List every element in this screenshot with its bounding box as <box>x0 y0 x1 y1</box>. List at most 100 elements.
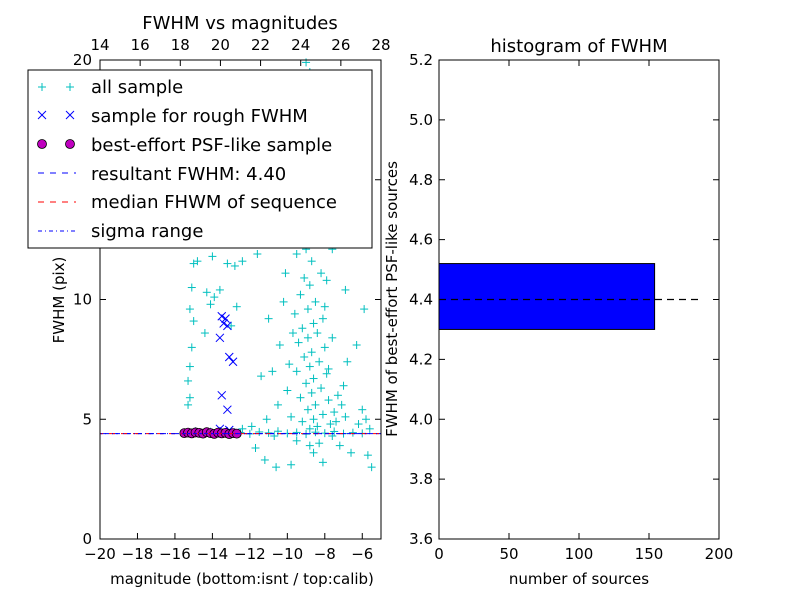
left-chart-title: FWHM vs magnitudes <box>142 13 337 34</box>
data-point-all-sample <box>303 305 312 314</box>
data-point-all-sample <box>300 273 309 282</box>
y-tick-label: 5.2 <box>409 51 433 69</box>
data-point-all-sample <box>185 305 194 314</box>
data-point-all-sample <box>288 329 297 338</box>
data-point-all-sample <box>292 249 301 258</box>
data-point-all-sample <box>189 317 198 326</box>
top-x-tick-label: 18 <box>171 36 190 54</box>
data-point-all-sample <box>309 319 318 328</box>
data-point-all-sample <box>317 269 326 278</box>
data-point-all-sample <box>270 432 279 441</box>
x-marker-b <box>217 311 227 321</box>
data-point-rough-fwhm <box>219 319 228 328</box>
data-point-all-sample <box>358 405 367 414</box>
data-point-all-sample <box>227 321 236 330</box>
legend-entry-sigma-range: sigma range <box>38 221 203 242</box>
y-tick-label: 20 <box>73 51 92 69</box>
data-point-all-sample <box>283 386 292 395</box>
data-point-all-sample <box>328 333 337 342</box>
data-point-all-sample <box>251 443 260 452</box>
data-point-all-sample <box>318 410 327 419</box>
data-point-all-sample <box>330 427 339 436</box>
data-point-all-sample <box>200 329 209 338</box>
x-tick-label: −12 <box>234 545 266 563</box>
data-point-all-sample <box>275 341 284 350</box>
y-tick-label: 4.2 <box>409 350 433 368</box>
data-point-all-sample <box>307 388 316 397</box>
y-tick-label: 4.0 <box>409 410 433 428</box>
data-point-all-sample <box>348 428 357 437</box>
y-tick-label: 10 <box>73 291 92 309</box>
data-point-all-sample <box>320 302 329 311</box>
data-point-all-sample <box>296 393 305 402</box>
data-point-all-sample <box>322 276 331 285</box>
right-y-axis-label: FWHM of best-effort PSF-like sources <box>383 161 401 437</box>
legend-label-all-sample: all sample <box>91 77 183 98</box>
y-tick-label: 5 <box>82 410 92 428</box>
data-point-all-sample <box>300 352 309 361</box>
data-point-all-sample <box>264 314 273 323</box>
data-point-all-sample <box>298 417 307 426</box>
data-point-all-sample <box>184 376 193 385</box>
data-point-all-sample <box>247 422 256 431</box>
data-point-all-sample <box>363 451 372 460</box>
data-point-all-sample <box>305 281 314 290</box>
data-point-all-sample <box>292 367 301 376</box>
data-point-all-sample <box>238 257 247 266</box>
y-tick-label: 3.6 <box>409 530 433 548</box>
data-point-all-sample <box>272 463 281 472</box>
data-point-all-sample <box>279 297 288 306</box>
top-x-tick-label: 28 <box>371 36 390 54</box>
y-tick-label: 4.6 <box>409 231 433 249</box>
data-point-all-sample <box>352 341 361 350</box>
data-point-all-sample <box>232 302 241 311</box>
legend-label-resultant-fwhm: resultant FWHM: 4.40 <box>91 164 286 185</box>
fwhm-histogram-panel: histogram of FWHM 0 50 100 150 200 3.6 3.8 4.0… <box>383 36 733 588</box>
data-point-all-sample <box>367 463 376 472</box>
data-point-all-sample <box>257 372 266 381</box>
right-histogram-bars <box>438 263 656 330</box>
x-marker-b <box>219 319 228 328</box>
legend-entry-all-sample: all sample <box>38 77 183 98</box>
data-point-all-sample <box>313 422 322 431</box>
data-point-all-sample <box>341 285 350 294</box>
data-point-all-sample <box>322 369 331 378</box>
left-top-axis-ticks: 14 16 18 20 22 24 26 28 <box>90 36 391 66</box>
data-point-all-sample <box>335 441 344 450</box>
data-point-all-sample <box>281 269 290 278</box>
x-tick-label: 0 <box>434 545 444 563</box>
left-y-axis-label: FWHM (pix) <box>50 257 68 344</box>
data-point-all-sample <box>347 448 356 457</box>
x-marker-b <box>215 333 225 343</box>
y-tick-label: 5.0 <box>409 111 433 129</box>
top-x-tick-label: 14 <box>90 36 109 54</box>
x-tick-label: −20 <box>84 545 116 563</box>
data-point-all-sample <box>290 309 299 318</box>
top-x-tick-label: 20 <box>211 36 230 54</box>
y-tick-label: 4.4 <box>409 291 433 309</box>
data-point-all-sample <box>337 400 346 409</box>
data-point-rough-fwhm <box>223 405 232 415</box>
legend-label-median-fwhm: median FHWM of sequence <box>91 192 337 213</box>
data-point-all-sample <box>333 391 342 400</box>
data-point-all-sample <box>298 324 307 333</box>
x-tick-label: 100 <box>565 545 594 563</box>
data-point-all-sample <box>320 343 329 352</box>
x-tick-label: −10 <box>272 545 304 563</box>
data-point-all-sample <box>311 297 320 306</box>
data-point-all-sample <box>223 259 232 268</box>
data-point-all-sample <box>208 252 217 261</box>
data-point-all-sample <box>215 285 224 294</box>
x-marker-b <box>223 321 232 331</box>
data-point-all-sample <box>305 441 314 450</box>
legend-x-marker <box>37 110 75 120</box>
y-tick-label: 4.8 <box>409 171 433 189</box>
data-point-all-sample <box>185 362 194 371</box>
x-tick-label: 200 <box>705 545 734 563</box>
data-point-all-sample <box>343 357 352 366</box>
data-point-all-sample <box>303 405 312 414</box>
data-point-all-sample <box>332 417 341 426</box>
legend-label-psf-like: best-effort PSF-like sample <box>91 135 332 156</box>
x-tick-label: −18 <box>122 545 154 563</box>
